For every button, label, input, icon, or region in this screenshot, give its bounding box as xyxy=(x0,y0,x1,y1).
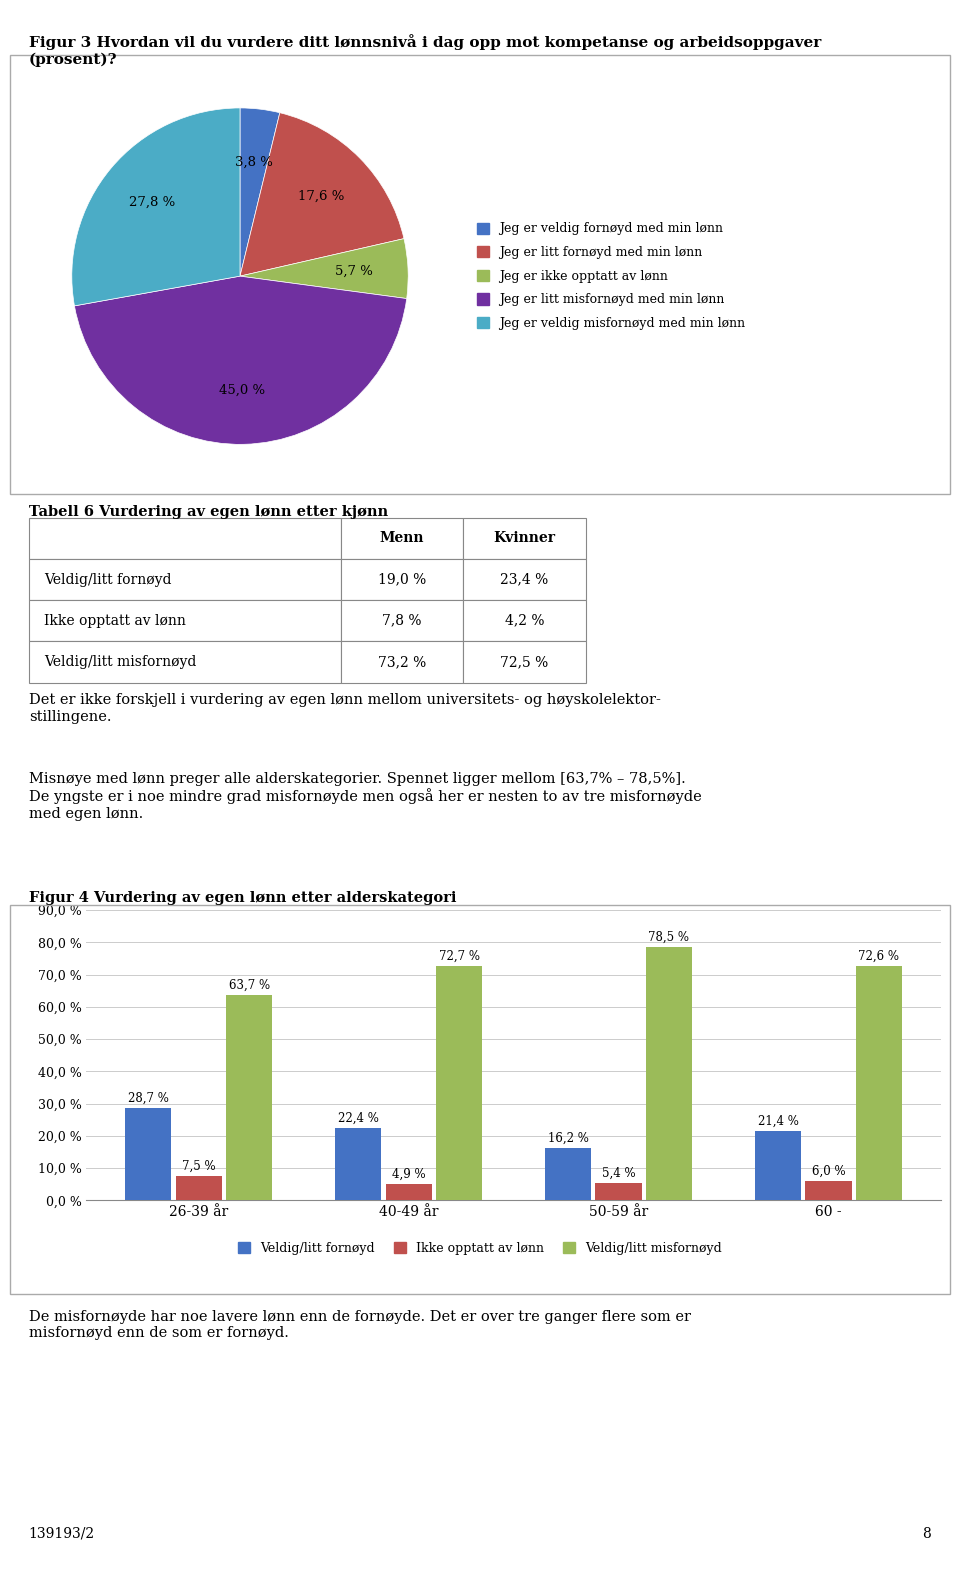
Text: 7,5 %: 7,5 % xyxy=(181,1159,216,1174)
Text: 72,6 %: 72,6 % xyxy=(858,949,900,963)
Bar xyxy=(386,1185,432,1200)
Bar xyxy=(805,1181,852,1200)
Text: 21,4 %: 21,4 % xyxy=(757,1116,799,1128)
Bar xyxy=(436,967,482,1200)
Bar xyxy=(226,995,273,1200)
Text: 139193/2: 139193/2 xyxy=(29,1527,95,1541)
Text: Det er ikke forskjell i vurdering av egen lønn mellom universitets- og høyskolel: Det er ikke forskjell i vurdering av ege… xyxy=(29,693,660,723)
Wedge shape xyxy=(72,108,240,306)
Text: 6,0 %: 6,0 % xyxy=(811,1164,846,1178)
Text: 28,7 %: 28,7 % xyxy=(128,1092,169,1105)
Text: 5,7 %: 5,7 % xyxy=(335,265,373,278)
Bar xyxy=(646,948,692,1200)
Text: 17,6 %: 17,6 % xyxy=(299,190,345,202)
Text: 72,7 %: 72,7 % xyxy=(439,949,479,963)
Text: 45,0 %: 45,0 % xyxy=(220,384,266,397)
Text: De misfornøyde har noe lavere lønn enn de fornøyde. Det er over tre ganger flere: De misfornøyde har noe lavere lønn enn d… xyxy=(29,1310,691,1340)
Text: 16,2 %: 16,2 % xyxy=(548,1131,588,1145)
Text: 27,8 %: 27,8 % xyxy=(130,196,176,209)
Text: Figur 3 Hvordan vil du vurdere ditt lønnsnivå i dag opp mot kompetanse og arbeid: Figur 3 Hvordan vil du vurdere ditt lønn… xyxy=(29,35,821,67)
Text: 8: 8 xyxy=(923,1527,931,1541)
Bar xyxy=(855,967,902,1200)
Bar xyxy=(335,1128,381,1200)
Text: 63,7 %: 63,7 % xyxy=(228,979,270,992)
Wedge shape xyxy=(240,113,404,276)
Bar xyxy=(595,1183,641,1200)
Text: Tabell 6 Vurdering av egen lønn etter kjønn: Tabell 6 Vurdering av egen lønn etter kj… xyxy=(29,505,388,519)
Text: 22,4 %: 22,4 % xyxy=(338,1112,378,1125)
Text: 4,9 %: 4,9 % xyxy=(392,1169,425,1181)
Bar xyxy=(125,1108,172,1200)
Text: Misnøye med lønn preger alle alderskategorier. Spennet ligger mellom [63,7% – 78: Misnøye med lønn preger alle alderskateg… xyxy=(29,772,702,821)
Text: Figur 4 Vurdering av egen lønn etter alderskategori: Figur 4 Vurdering av egen lønn etter ald… xyxy=(29,891,456,905)
Wedge shape xyxy=(240,108,279,276)
Text: 78,5 %: 78,5 % xyxy=(648,930,689,945)
Legend: Veldig/litt fornøyd, Ikke opptatt av lønn, Veldig/litt misfornøyd: Veldig/litt fornøyd, Ikke opptatt av løn… xyxy=(233,1236,727,1260)
Legend: Jeg er veldig fornøyd med min lønn, Jeg er litt fornøyd med min lønn, Jeg er ikk: Jeg er veldig fornøyd med min lønn, Jeg … xyxy=(477,223,745,329)
Bar xyxy=(176,1177,222,1200)
Bar xyxy=(545,1149,591,1200)
Wedge shape xyxy=(75,276,407,444)
Text: 3,8 %: 3,8 % xyxy=(234,155,273,169)
Bar xyxy=(755,1131,802,1200)
Text: 5,4 %: 5,4 % xyxy=(602,1167,636,1180)
Wedge shape xyxy=(240,238,408,298)
